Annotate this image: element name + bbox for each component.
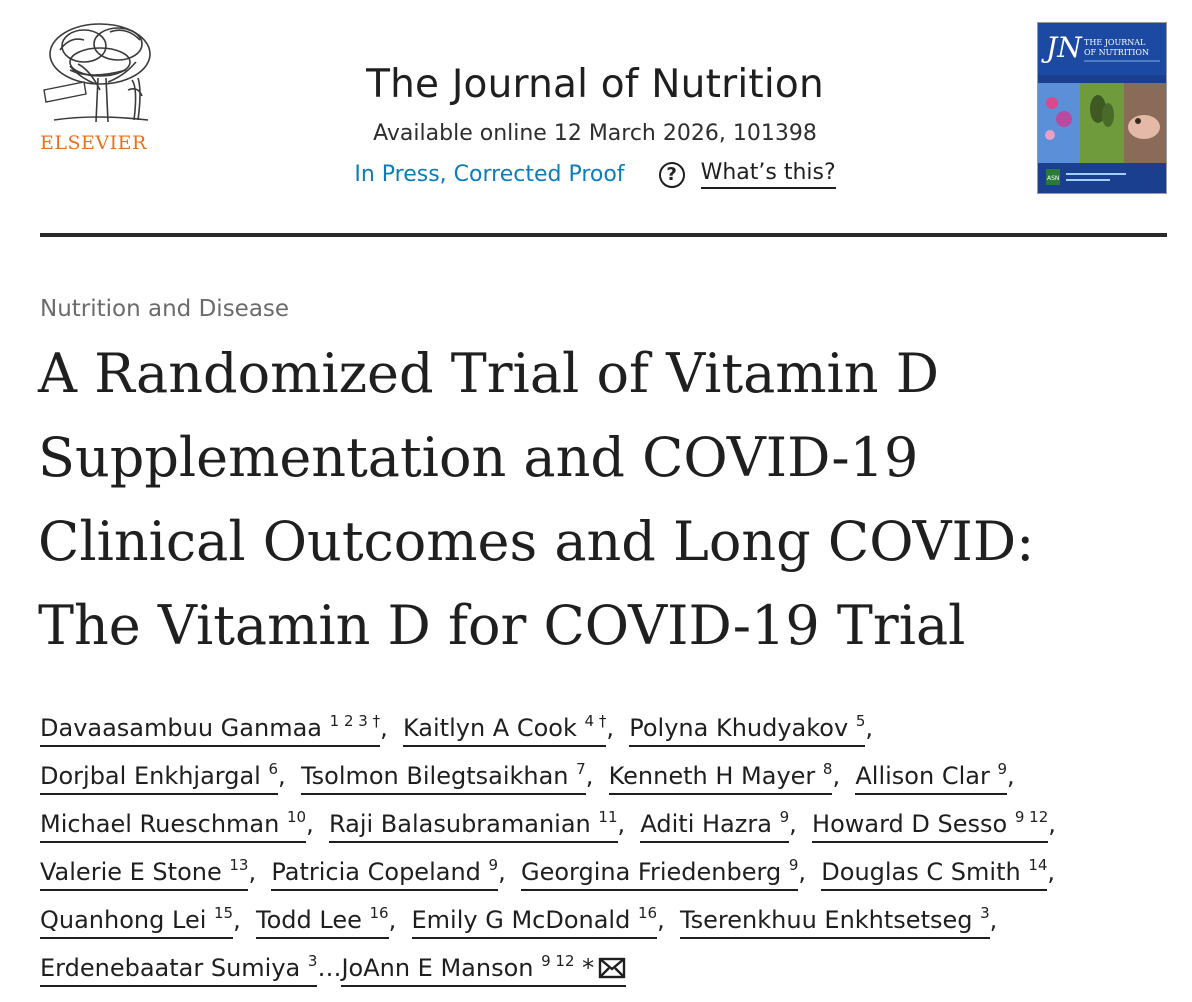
author-list: Davaasambuu Ganmaa 1 2 3 †, Kaitlyn A Co…: [40, 704, 1165, 992]
cover-title-line1: THE JOURNAL: [1084, 38, 1146, 47]
affiliation-marker: 3: [980, 904, 990, 922]
affiliation-marker: 13: [229, 856, 249, 874]
affiliation-marker: 8: [822, 760, 833, 778]
header-divider: [40, 233, 1167, 237]
author-link[interactable]: Erdenebaatar Sumiya 3: [40, 952, 318, 987]
corresponding-author-marker: *: [582, 954, 595, 982]
journal-title-link[interactable]: The Journal of Nutrition: [366, 62, 824, 107]
author-link[interactable]: Tsolmon Bilegtsaikhan 7: [300, 760, 586, 795]
affiliation-marker: 15: [214, 904, 234, 922]
in-press-link[interactable]: In Press, Corrected Proof: [354, 162, 625, 187]
author-link[interactable]: Davaasambuu Ganmaa 1 2 3 †: [40, 712, 381, 747]
affiliation-marker: 9: [779, 808, 790, 826]
affiliation-marker: 11: [598, 808, 618, 826]
author-link[interactable]: Raji Balasubramanian 11: [328, 808, 618, 843]
affiliation-marker: 6: [268, 760, 279, 778]
author-link[interactable]: Georgina Friedenberg 9: [520, 856, 799, 891]
article-title-line: A Randomized Trial of Vitamin D: [38, 342, 940, 405]
affiliation-marker: 9: [488, 856, 499, 874]
author-link[interactable]: Valerie E Stone 13: [40, 856, 249, 891]
masthead: The Journal of Nutrition Available onlin…: [280, 18, 910, 189]
affiliation-marker: 9 12: [541, 952, 575, 970]
envelope-icon[interactable]: [598, 957, 626, 979]
affiliation-marker: 16: [369, 904, 389, 922]
article-title-line: Clinical Outcomes and Long COVID:: [38, 510, 1035, 573]
affiliation-marker: 9 12: [1014, 808, 1049, 826]
author-link[interactable]: Polyna Khudyakov 5: [629, 712, 866, 747]
hidden-authors-ellipsis[interactable]: …: [317, 954, 342, 982]
affiliation-marker: 1 2 3 †: [329, 712, 381, 730]
author-link[interactable]: Allison Clar 9: [855, 760, 1008, 795]
author-link[interactable]: Kenneth H Mayer 8: [608, 760, 833, 795]
affiliation-marker: 4 †: [584, 712, 607, 730]
question-circle-icon[interactable]: ?: [658, 161, 685, 188]
article-title: A Randomized Trial of Vitamin D Suppleme…: [38, 332, 1158, 668]
affiliation-marker: 14: [1028, 856, 1048, 874]
journal-cover-image: JN THE JOURNAL OF NUTRITION ASN: [1038, 23, 1166, 193]
journal-header: ELSEVIER The Journal of Nutrition Availa…: [40, 18, 1167, 236]
author-link[interactable]: Quanhong Lei 15: [40, 904, 234, 939]
author-link[interactable]: Kaitlyn A Cook 4 †: [402, 712, 607, 747]
available-online-date: Available online 12 March 2026, 101398: [373, 121, 817, 146]
author-link[interactable]: Howard D Sesso 9 12: [812, 808, 1049, 843]
cover-title-line2: OF NUTRITION: [1084, 48, 1149, 57]
affiliation-marker: 5: [855, 712, 866, 730]
affiliation-marker: 7: [576, 760, 586, 778]
author-link[interactable]: Todd Lee 16: [256, 906, 389, 939]
corresponding-author-link[interactable]: JoAnn E Manson 9 12 *: [341, 952, 627, 987]
whats-this-link[interactable]: What’s this?: [700, 160, 836, 189]
cover-logo-letters: JN: [1041, 31, 1083, 64]
affiliation-marker: 9: [997, 760, 1008, 778]
author-link[interactable]: Douglas C Smith 14: [821, 856, 1048, 891]
article-title-line: Supplementation and COVID-19: [38, 426, 919, 489]
elsevier-wordmark: ELSEVIER: [40, 132, 147, 154]
author-link[interactable]: Michael Rueschman 10: [40, 808, 307, 843]
affiliation-marker: 10: [286, 808, 307, 826]
affiliation-marker: 9: [788, 856, 799, 874]
article-status-row: In Press, Corrected Proof ? What’s this?: [280, 160, 910, 189]
author-link[interactable]: Patricia Copeland 9: [271, 856, 499, 891]
elsevier-logo[interactable]: ELSEVIER: [40, 20, 158, 170]
author-link[interactable]: Dorjbal Enkhjargal 6: [40, 760, 279, 795]
author-link[interactable]: Emily G McDonald 16: [411, 904, 658, 939]
elsevier-tree-icon: [43, 23, 151, 123]
article-section-label: Nutrition and Disease: [40, 296, 290, 322]
affiliation-marker: 3: [307, 952, 318, 970]
cover-society-badge: ASN: [1047, 175, 1059, 182]
author-link[interactable]: Aditi Hazra 9: [640, 808, 790, 843]
journal-cover-thumbnail[interactable]: JN THE JOURNAL OF NUTRITION ASN: [1037, 22, 1167, 194]
affiliation-marker: 16: [637, 904, 658, 922]
article-title-line: The Vitamin D for COVID-19 Trial: [38, 594, 966, 657]
author-link[interactable]: Tserenkhuu Enkhtsetseg 3: [679, 904, 990, 939]
